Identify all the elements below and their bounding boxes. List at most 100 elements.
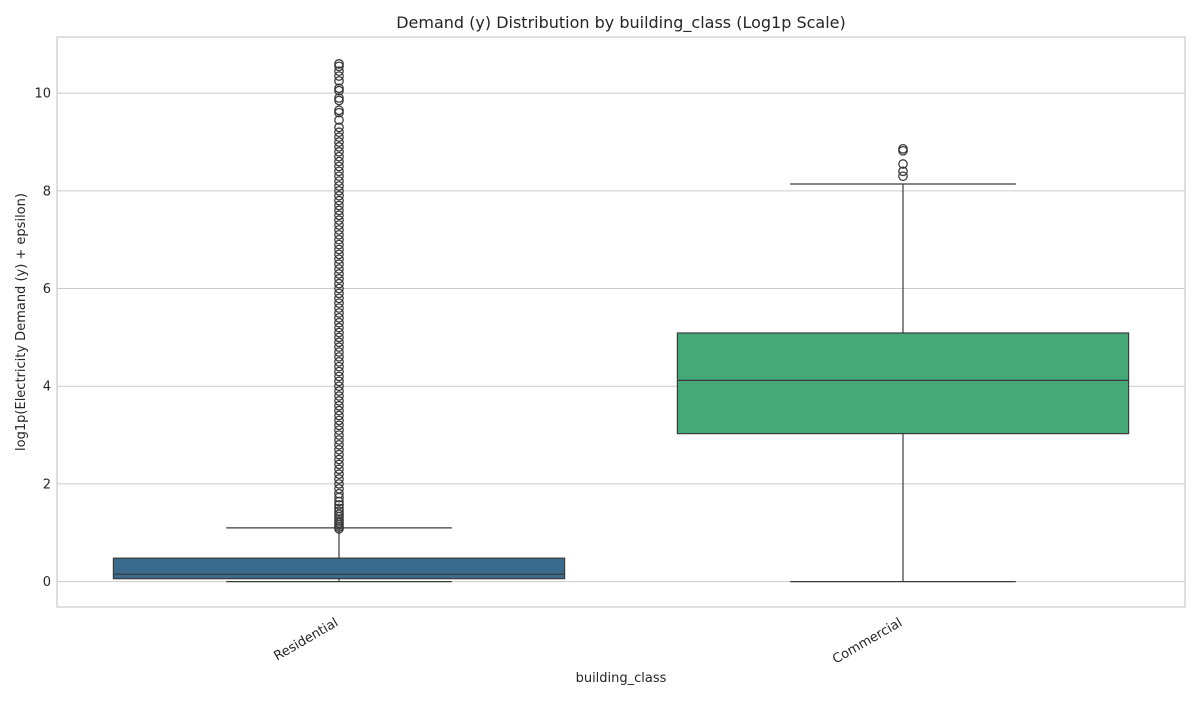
outlier-point: [334, 474, 344, 484]
outlier-point: [334, 400, 344, 411]
outlier-point: [334, 234, 344, 245]
y-tick-label: 4: [43, 380, 51, 395]
y-tick-label: 2: [43, 477, 51, 492]
chart-title: Demand (y) Distribution by building_clas…: [396, 13, 846, 33]
outlier-point: [334, 137, 344, 147]
outlier-point: [334, 352, 344, 362]
outlier-point: [334, 93, 344, 103]
outlier-point: [334, 95, 344, 106]
outlier-point: [334, 332, 344, 343]
outlier-point: [334, 239, 344, 250]
outlier-point: [334, 479, 344, 489]
outlier-point: [898, 159, 908, 169]
outlier-point: [334, 342, 344, 353]
iqr-box: [112, 557, 566, 580]
outlier-point: [898, 171, 908, 182]
outlier-point: [334, 308, 344, 318]
outlier-point: [334, 61, 344, 72]
outlier-point: [334, 244, 344, 255]
iqr-box: [676, 332, 1130, 435]
outlier-point: [334, 161, 344, 172]
outlier-point: [334, 166, 344, 177]
outlier-point: [334, 85, 344, 96]
outlier-point: [334, 459, 344, 470]
outlier-point: [334, 366, 344, 377]
outlier-point: [334, 186, 344, 196]
outlier-point: [334, 66, 344, 77]
outlier-point: [334, 386, 344, 396]
outlier-point: [334, 105, 344, 116]
outlier-point: [334, 71, 344, 81]
outlier-point: [334, 190, 344, 201]
outlier-point: [334, 156, 344, 167]
outlier-point: [334, 59, 344, 69]
outlier-point: [898, 166, 908, 177]
outlier-point: [334, 430, 344, 440]
outlier-point: [334, 259, 344, 269]
box-residential: [112, 59, 566, 583]
outlier-point: [334, 381, 344, 392]
outlier-point: [334, 229, 344, 240]
outlier-point: [334, 425, 344, 436]
outlier-point: [334, 469, 344, 479]
outlier-point: [334, 115, 344, 125]
outlier-point: [334, 435, 344, 445]
outlier-point: [334, 195, 344, 206]
outlier-point: [334, 506, 344, 517]
outlier-point: [334, 376, 344, 387]
outlier-point: [334, 254, 344, 265]
outlier-point: [334, 293, 344, 304]
outlier-point: [334, 500, 344, 510]
outlier-points: [898, 144, 908, 182]
outlier-point: [334, 439, 344, 450]
outlier-point: [334, 361, 344, 372]
y-tick-label: 6: [43, 282, 51, 297]
outlier-point: [334, 181, 344, 191]
outlier-point: [334, 410, 344, 421]
outlier-point: [334, 444, 344, 455]
outlier-point: [334, 127, 344, 138]
outlier-point: [334, 220, 344, 230]
outlier-point: [334, 273, 344, 284]
outlier-point: [898, 145, 908, 156]
outlier-point: [334, 264, 344, 274]
outlier-point: [334, 503, 344, 514]
outlier-point: [334, 132, 344, 142]
x-tick-labels: Residential Commercial: [271, 615, 905, 667]
outlier-point: [334, 464, 344, 475]
outlier-point: [334, 298, 344, 309]
outlier-point: [334, 76, 344, 86]
outlier-point: [334, 107, 344, 118]
outlier-point: [334, 205, 344, 216]
outlier-point: [334, 215, 344, 226]
outlier-point: [334, 415, 344, 426]
outlier-point: [334, 249, 344, 260]
outlier-point: [898, 144, 908, 154]
outlier-point: [334, 391, 344, 401]
outlier-point: [334, 151, 344, 162]
outlier-point: [334, 405, 344, 416]
outlier-point: [334, 303, 344, 313]
outlier-point: [334, 347, 344, 357]
x-tick-label: Commercial: [830, 615, 905, 667]
outlier-point: [334, 509, 344, 520]
x-axis-label: building_class: [576, 671, 667, 686]
outlier-point: [334, 171, 344, 182]
outlier-point: [334, 327, 344, 338]
outlier-point: [334, 337, 344, 348]
outlier-point: [334, 269, 344, 279]
box-commercial: [676, 144, 1130, 583]
outlier-point: [334, 420, 344, 431]
outlier-point: [334, 483, 344, 494]
outlier-point: [334, 322, 344, 333]
y-tick-label: 10: [34, 87, 51, 102]
outlier-points: [334, 59, 344, 534]
outlier-point: [334, 176, 344, 186]
outlier-point: [334, 146, 344, 157]
outlier-point: [334, 225, 344, 235]
outlier-point: [334, 449, 344, 460]
outlier-point: [334, 200, 344, 211]
outlier-point: [334, 396, 344, 406]
